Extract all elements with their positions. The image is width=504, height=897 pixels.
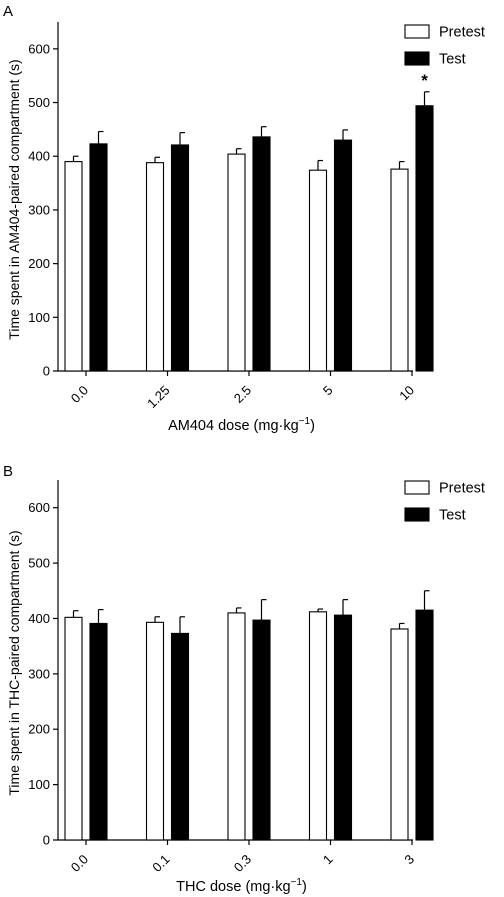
bar-pretest xyxy=(390,628,409,841)
x-tick-label: 1.25 xyxy=(144,383,173,412)
y-tick-label: 0 xyxy=(43,833,50,848)
x-axis-title-superscript: −1 xyxy=(291,877,303,888)
bar-test xyxy=(89,143,108,372)
bar-pretest xyxy=(64,161,83,372)
bar-test xyxy=(170,632,190,841)
x-tick-label: 3 xyxy=(401,852,417,868)
y-tick-label: 600 xyxy=(28,500,50,515)
y-tick-label: 600 xyxy=(28,41,50,56)
legend-swatch-test xyxy=(404,51,430,66)
bar-pretest xyxy=(390,168,409,372)
x-tick-label: 1 xyxy=(320,852,336,868)
y-tick-label: 0 xyxy=(43,364,50,379)
bar-test xyxy=(252,619,271,841)
panel-label: B xyxy=(3,463,13,480)
bar-test xyxy=(252,136,271,372)
bar-pretest xyxy=(227,612,246,841)
y-tick-label: 200 xyxy=(28,256,50,271)
y-tick-label: 500 xyxy=(28,556,50,571)
x-tick-label: 2.5 xyxy=(231,383,254,406)
bar-pretest xyxy=(308,611,328,841)
significance-marker: * xyxy=(421,71,428,90)
legend-swatch-test xyxy=(404,507,430,522)
x-tick-label: 5 xyxy=(320,383,336,399)
legend-swatch-pretest xyxy=(404,24,430,39)
x-axis-title-close: ) xyxy=(302,879,307,895)
y-tick-label: 500 xyxy=(28,95,50,110)
x-axis-title: THC dose (mg·kg−1) xyxy=(176,877,307,895)
y-axis-title: Time spent in AM404-paired compartment (… xyxy=(6,59,22,339)
y-tick-label: 300 xyxy=(28,202,50,217)
y-axis-title: Time spent in THC-paired compartment (s) xyxy=(6,530,22,795)
x-axis-title: AM404 dose (mg·kg−1) xyxy=(168,416,315,434)
x-tick-label: 0.3 xyxy=(231,852,254,875)
legend-swatch-pretest xyxy=(404,480,430,495)
y-tick-label: 100 xyxy=(28,777,50,792)
x-tick-label: 0.0 xyxy=(68,383,91,406)
bar-pretest xyxy=(145,162,165,372)
y-tick-label: 300 xyxy=(28,666,50,681)
chart-panel-a: A 0 100 200 300 400 500 600 0.0 1.25 2.5 5 10 * Pretes… xyxy=(3,3,485,434)
bar-test xyxy=(415,609,434,841)
x-tick-label: 0.0 xyxy=(68,852,91,875)
bar-pretest xyxy=(308,169,328,372)
y-tick-label: 100 xyxy=(28,310,50,325)
bar-pretest xyxy=(145,621,165,841)
legend-label-test: Test xyxy=(439,508,466,524)
bar-test xyxy=(89,622,108,841)
bar-test xyxy=(170,144,190,372)
y-tick-label: 400 xyxy=(28,149,50,164)
bar-test xyxy=(333,139,353,372)
x-tick-label: 0.1 xyxy=(149,852,172,875)
chart-panel-b: B 0 100 200 300 400 500 600 0.0 0.1 0.3 1 3 Pretest Te… xyxy=(3,463,485,895)
legend-label-pretest: Pretest xyxy=(439,481,485,497)
y-tick-label: 400 xyxy=(28,611,50,626)
bar-pretest xyxy=(227,153,246,372)
panel-label: A xyxy=(3,3,13,20)
bar-test xyxy=(333,614,353,841)
y-tick-label: 200 xyxy=(28,722,50,737)
x-axis-title-close: ) xyxy=(310,418,315,434)
x-axis-title-superscript: −1 xyxy=(299,416,311,427)
x-tick-label: 10 xyxy=(396,383,417,404)
legend-label-test: Test xyxy=(439,52,466,68)
bar-pretest xyxy=(64,616,83,841)
bar-test xyxy=(415,105,434,372)
legend-label-pretest: Pretest xyxy=(439,25,485,41)
